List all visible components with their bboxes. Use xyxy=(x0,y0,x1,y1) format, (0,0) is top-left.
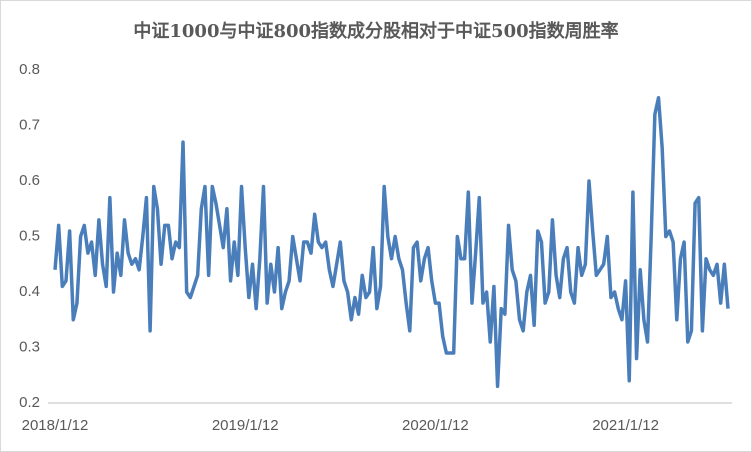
y-tick-label: 0.3 xyxy=(19,338,40,355)
x-tick-label: 2020/1/12 xyxy=(402,417,469,434)
y-tick-label: 0.7 xyxy=(19,116,40,133)
x-tick-label: 2021/1/12 xyxy=(592,417,659,434)
y-tick-label: 0.5 xyxy=(19,227,40,244)
x-tick-label: 2018/1/12 xyxy=(22,417,89,434)
chart-title: 中证1000与中证800指数成分股相对于中证500指数周胜率 xyxy=(133,20,618,42)
y-tick-label: 0.6 xyxy=(19,172,40,189)
line-series xyxy=(53,96,730,389)
y-tick-label: 0.8 xyxy=(19,61,40,78)
y-tick-label: 0.2 xyxy=(19,394,40,411)
x-tick-label: 2019/1/12 xyxy=(212,417,279,434)
y-tick-label: 0.4 xyxy=(19,283,40,300)
